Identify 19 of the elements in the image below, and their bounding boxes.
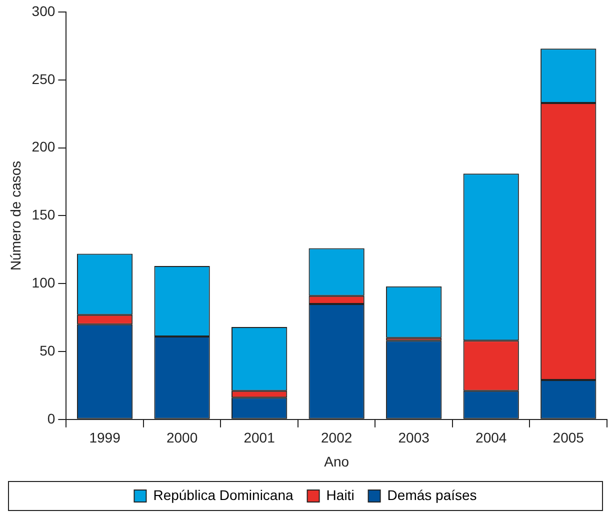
y-tick-label: 150 — [32, 206, 56, 223]
y-tick-label: 50 — [40, 342, 56, 358]
x-tick-label: 2002 — [321, 430, 352, 446]
legend-label: Demás países — [387, 486, 477, 503]
x-tick-label: 2003 — [398, 430, 430, 446]
y-tick-label: 250 — [32, 70, 56, 87]
x-tick-label: 2005 — [552, 430, 584, 446]
y-tick-label: 100 — [32, 274, 56, 290]
x-tick-label: 1999 — [89, 430, 121, 446]
y-axis-title: Número de casos — [7, 160, 24, 271]
x-tick-label: 2000 — [166, 430, 198, 446]
legend-label: República Dominicana — [153, 486, 294, 503]
y-tick-label: 200 — [32, 138, 56, 155]
x-tick-label: 2001 — [244, 430, 276, 446]
x-axis-title: Ano — [324, 453, 350, 470]
y-tick-label: 0 — [47, 410, 56, 426]
x-tick-label: 2004 — [476, 430, 507, 446]
legend-label: Haiti — [326, 486, 354, 503]
y-tick-label: 300 — [32, 2, 56, 19]
